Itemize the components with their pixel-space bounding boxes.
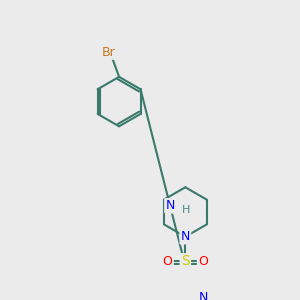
Text: Br: Br bbox=[102, 46, 116, 59]
Text: O: O bbox=[163, 255, 172, 268]
Text: N: N bbox=[165, 199, 175, 212]
Text: H: H bbox=[182, 205, 190, 215]
Text: N: N bbox=[181, 230, 190, 243]
Text: N: N bbox=[199, 291, 208, 300]
Text: O: O bbox=[198, 255, 208, 268]
Text: S: S bbox=[181, 254, 190, 268]
